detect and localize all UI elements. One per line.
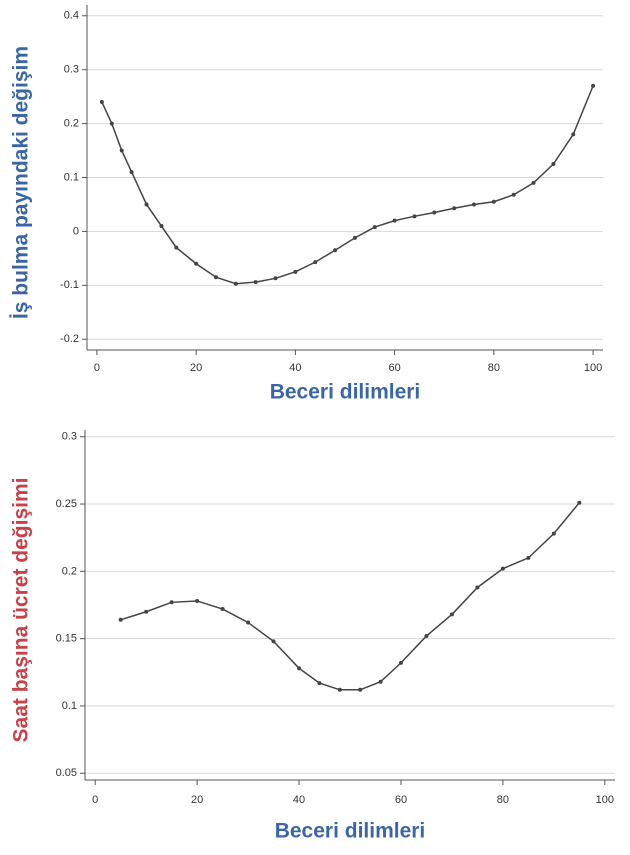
- data-point: [144, 609, 149, 614]
- data-point: [337, 687, 342, 692]
- y-tick-label: 0.1: [64, 171, 79, 183]
- data-point: [452, 206, 457, 211]
- data-point: [220, 607, 225, 612]
- x-tick-label: 100: [596, 794, 614, 806]
- data-point: [195, 598, 200, 603]
- data-point: [233, 281, 238, 286]
- data-point: [378, 679, 383, 684]
- data-point: [491, 199, 496, 204]
- y-tick-label: 0: [73, 225, 79, 237]
- x-tick-label: 20: [191, 794, 203, 806]
- data-point: [511, 192, 516, 197]
- y-tick-label: 0.2: [62, 565, 77, 577]
- x-axis-title: Beceri dilimleri: [275, 820, 426, 843]
- data-point: [214, 275, 218, 280]
- data-point: [194, 261, 199, 266]
- data-point: [159, 224, 164, 229]
- data-point: [531, 180, 536, 185]
- x-tick-label: 0: [94, 362, 100, 374]
- data-point: [449, 612, 454, 617]
- data-point: [118, 617, 123, 622]
- data-point: [551, 531, 556, 536]
- data-point: [392, 218, 397, 223]
- data-point: [109, 121, 114, 126]
- data-point: [333, 248, 338, 253]
- data-point: [246, 620, 251, 625]
- data-point: [500, 566, 505, 571]
- y-tick-label: 0.15: [56, 633, 77, 645]
- data-point: [358, 687, 363, 692]
- y-axis-title: İş bulma payındaki değişim: [10, 46, 33, 319]
- x-tick-label: 60: [395, 794, 407, 806]
- data-line: [101, 85, 594, 285]
- y-tick-label: 0.2: [64, 118, 79, 130]
- x-tick-label: 80: [488, 362, 500, 374]
- data-point: [144, 202, 149, 207]
- y-tick-label: 0.25: [56, 498, 77, 510]
- data-point: [297, 666, 302, 671]
- x-tick-label: 100: [584, 362, 602, 374]
- data-point: [169, 600, 174, 605]
- y-axis-title: Saat başına ücret değişimi: [10, 478, 33, 743]
- data-point: [432, 210, 437, 215]
- data-point: [571, 132, 576, 137]
- data-point: [577, 500, 582, 505]
- data-point: [119, 148, 124, 153]
- x-tick-label: 40: [293, 794, 305, 806]
- x-tick-label: 0: [92, 794, 98, 806]
- data-point: [313, 260, 318, 265]
- y-tick-label: 0.4: [64, 10, 79, 22]
- data-point: [317, 681, 322, 686]
- y-tick-label: 0.3: [64, 64, 79, 76]
- data-point: [271, 639, 276, 644]
- y-tick-label: -0.2: [60, 333, 79, 345]
- y-tick-label: 0.3: [62, 431, 77, 443]
- data-point: [293, 269, 298, 274]
- data-point: [398, 660, 403, 665]
- data-point: [424, 633, 429, 638]
- x-tick-label: 20: [190, 362, 202, 374]
- y-tick-label: -0.1: [60, 279, 79, 291]
- data-point: [475, 585, 480, 590]
- data-point: [412, 214, 417, 219]
- data-point: [372, 225, 377, 230]
- data-line: [120, 502, 580, 691]
- data-point: [129, 170, 134, 175]
- data-point: [526, 555, 531, 560]
- data-point: [273, 276, 278, 281]
- data-point: [472, 202, 476, 207]
- data-point: [551, 162, 556, 167]
- data-point: [591, 83, 596, 88]
- data-point: [253, 280, 258, 285]
- x-axis-title: Beceri dilimleri: [270, 381, 421, 404]
- x-tick-label: 40: [289, 362, 301, 374]
- y-tick-label: 0.1: [62, 700, 77, 712]
- x-tick-label: 60: [388, 362, 400, 374]
- data-point: [99, 100, 104, 105]
- y-tick-label: 0.05: [56, 767, 77, 779]
- data-point: [352, 235, 357, 240]
- data-point: [174, 245, 179, 250]
- x-tick-label: 80: [497, 794, 509, 806]
